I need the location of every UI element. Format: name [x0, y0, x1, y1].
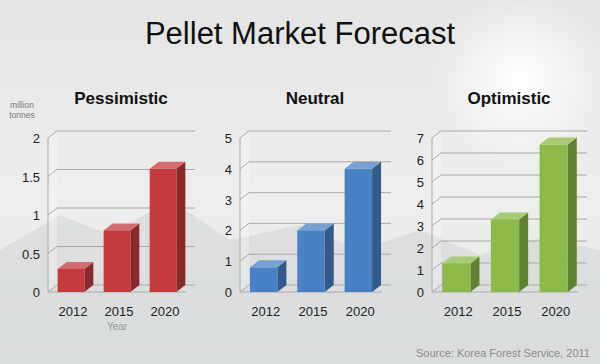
panel-title: Pessimistic [74, 89, 168, 108]
tick-label: 3 [417, 219, 424, 234]
tick-label: 2 [225, 223, 232, 238]
category-label: 2015 [299, 304, 328, 319]
y-label-part: tonnes [9, 110, 35, 120]
category-label: 2020 [346, 304, 375, 319]
bar-side [130, 223, 139, 292]
bar-top [58, 262, 94, 269]
panel: Optimistic 0 1 2 3 4 5 6 7 2012 2015 2020 [417, 89, 587, 319]
y-label-part: million [10, 100, 34, 110]
mountains [0, 200, 600, 364]
tick-label: 4 [225, 162, 232, 177]
category-label: 2012 [251, 304, 280, 319]
tick-label: 1 [33, 208, 40, 223]
tick-label: 0 [33, 285, 40, 300]
y-axis [48, 138, 49, 292]
panel-title: Optimistic [467, 89, 550, 108]
tick-label: 5 [417, 175, 424, 190]
tick-label: 4 [417, 197, 424, 212]
panel-title: Neutral [286, 89, 345, 108]
bar-side [519, 212, 528, 292]
grid-line [432, 131, 587, 138]
category-label: 2015 [493, 304, 522, 319]
bar-side [176, 162, 185, 292]
tick-label: 6 [417, 153, 424, 168]
side-wall [240, 131, 249, 292]
bar-top [150, 162, 186, 169]
source: Source: Korea Forest Service, 2011 [416, 347, 590, 359]
bar [491, 219, 519, 292]
bars [58, 162, 186, 292]
tick-label: 7 [417, 131, 424, 146]
bar-side [568, 138, 577, 292]
category-label: 2012 [444, 304, 473, 319]
bar-side [325, 223, 334, 292]
tick-label: 1.5 [22, 170, 40, 185]
bar-top [491, 212, 528, 219]
bars [250, 162, 381, 292]
bars [442, 138, 577, 292]
bar-top [540, 138, 577, 145]
tick-label: 2 [417, 241, 424, 256]
grid-line [48, 131, 195, 138]
category-label: 2020 [151, 304, 180, 319]
tick-label: 1 [225, 254, 232, 269]
bar-top [442, 256, 479, 263]
bar [345, 169, 372, 292]
tick-label: 0.5 [22, 247, 40, 262]
y-axis [432, 138, 433, 292]
category-label: 2012 [59, 304, 88, 319]
x-label: Year [107, 321, 128, 332]
tick-label: 5 [225, 131, 232, 146]
category-label: 2015 [105, 304, 134, 319]
tick-label: 1 [417, 263, 424, 278]
bar-top [250, 260, 286, 267]
y-label: milliontonnes [9, 100, 35, 120]
panel: Pessimistic milliontonnes Year 0 0.5 1 1.5 2 201… [9, 89, 195, 332]
bar-top [345, 162, 381, 169]
bar-top [297, 223, 333, 230]
tick-label: 3 [225, 193, 232, 208]
side-wall [432, 131, 441, 292]
panel: Neutral 0 1 2 3 4 5 2012 2015 2020 [225, 89, 391, 319]
chart: Pellet Market Forecast Source: Korea Fore… [0, 0, 600, 364]
tick-label: 0 [225, 285, 232, 300]
bar-top [104, 223, 140, 230]
bar [58, 269, 85, 292]
bar-side [372, 162, 381, 292]
bar [297, 230, 324, 292]
tick-label: 2 [33, 131, 40, 146]
bar [104, 230, 131, 292]
y-axis [240, 138, 241, 292]
bar [150, 169, 177, 292]
tick-label: 0 [417, 285, 424, 300]
title: Pellet Market Forecast [145, 16, 455, 51]
grid-line [240, 162, 391, 169]
grid-line [240, 131, 391, 138]
bar [442, 263, 470, 292]
bar [540, 145, 568, 292]
category-label: 2020 [541, 304, 570, 319]
bar [250, 267, 277, 292]
